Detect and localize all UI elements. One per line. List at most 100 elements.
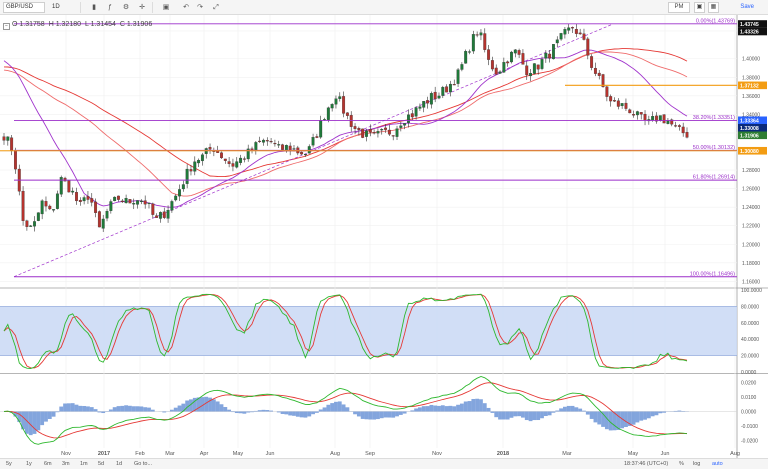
chart-area[interactable]: 0.00%(1.43769) 38.20%(1.33351) 50.00%(1.30…: [0, 15, 768, 458]
candles-icon[interactable]: ▮: [92, 4, 96, 11]
candle: [197, 158, 201, 167]
macd-histogram-bar: [540, 411, 544, 419]
crosshair-icon[interactable]: ✛: [139, 4, 145, 11]
candle-body: [632, 114, 636, 116]
candle-body: [307, 146, 311, 154]
ohlc-high: H 1.32180: [48, 21, 82, 28]
macd-histogram-bar: [356, 411, 361, 417]
candle-body: [239, 157, 243, 163]
candle: [55, 190, 59, 210]
candle: [395, 125, 399, 141]
candle-body: [662, 114, 666, 124]
range-1d[interactable]: 1d: [116, 461, 123, 467]
candle-body: [246, 148, 250, 160]
candle: [315, 133, 319, 139]
candle-body: [94, 201, 98, 213]
trend-line: [13, 24, 613, 278]
candle: [368, 124, 372, 137]
range-6m[interactable]: 6m: [44, 461, 52, 467]
candle-body: [105, 210, 109, 219]
redo-icon[interactable]: ↷: [197, 4, 203, 11]
auto-toggle[interactable]: auto: [712, 461, 723, 467]
candle-body: [655, 115, 658, 122]
candle-body: [174, 195, 178, 201]
candle: [29, 224, 33, 227]
candle: [483, 28, 487, 53]
undo-icon[interactable]: ↶: [183, 4, 189, 11]
candle-body: [48, 205, 52, 210]
candle-body: [13, 149, 17, 170]
macd-histogram-bar: [513, 411, 518, 417]
macd-histogram-bar: [601, 411, 605, 427]
range-1m[interactable]: 1m: [80, 461, 88, 467]
settings-icon[interactable]: ⚙: [122, 4, 130, 11]
candle: [552, 44, 555, 60]
time-tick-label: Jun: [266, 451, 275, 457]
macd-histogram-bar: [196, 397, 201, 412]
candle-body: [414, 107, 418, 117]
candle-body: [254, 142, 258, 151]
candle-body: [101, 218, 105, 229]
macd-histogram-bar: [307, 411, 312, 417]
camera-icon[interactable]: ▣: [162, 4, 170, 11]
chart-type-icon[interactable]: ▣: [694, 2, 705, 13]
log-toggle[interactable]: log: [693, 461, 701, 467]
candle: [555, 36, 559, 48]
macd-histogram-bar: [253, 410, 258, 412]
candle-body: [597, 72, 601, 76]
layout-select[interactable]: PM: [668, 2, 690, 13]
candle-body: [303, 153, 307, 156]
price-tag-bg: [738, 81, 767, 90]
candle: [246, 144, 250, 162]
candle-body: [536, 64, 540, 70]
stoch-tick-label: 0.0000: [741, 370, 757, 376]
macd-histogram-bar: [624, 411, 628, 427]
range-3m[interactable]: 3m: [62, 461, 70, 467]
candle: [571, 26, 574, 33]
candle: [311, 133, 315, 148]
macd-histogram-bar: [28, 411, 33, 436]
candle-body: [6, 136, 10, 141]
indicators-icon[interactable]: ƒ: [108, 4, 112, 11]
candle: [590, 54, 594, 71]
collapse-icon[interactable]: −: [3, 23, 10, 30]
candle-body: [59, 177, 63, 195]
candle-body: [471, 34, 475, 52]
goto-button[interactable]: Go to...: [134, 461, 153, 467]
macd-histogram-bar: [437, 405, 441, 412]
candle-body: [208, 146, 212, 150]
candle-body: [578, 32, 582, 35]
candle: [426, 96, 429, 109]
price-axis[interactable]: 1.430001.400001.380001.360001.340001.320…: [738, 20, 767, 445]
macd-histogram-bar: [440, 405, 445, 412]
macd-histogram-bar: [89, 407, 94, 412]
candle: [220, 151, 223, 159]
macd-histogram-bar: [177, 405, 182, 412]
fib-label: 100.00%(1.16496): [690, 271, 735, 277]
percent-toggle[interactable]: %: [679, 461, 684, 467]
candle: [307, 144, 311, 154]
time-axis[interactable]: Nov 2017 Feb Mar Apr May Jun Aug Sep Nov 2018 Mar Ma…: [61, 451, 740, 457]
save-button[interactable]: Save: [740, 4, 754, 10]
range-1y[interactable]: 1y: [26, 461, 32, 467]
macd-histogram-bar: [353, 411, 357, 415]
candle: [429, 91, 433, 109]
candle-body: [483, 33, 487, 50]
time-tick-label: Jun: [661, 451, 670, 457]
candle-body: [433, 91, 437, 100]
candle-body: [418, 106, 422, 109]
candle: [529, 68, 533, 82]
macd-histogram-bar: [398, 411, 403, 415]
range-5d[interactable]: 5d: [98, 461, 105, 467]
layout-grid-icon[interactable]: ▦: [708, 2, 719, 13]
macd-histogram-bar: [334, 401, 338, 412]
symbol-input[interactable]: GBP/USD: [3, 2, 45, 13]
range-5y[interactable]: 5y: [6, 461, 12, 467]
macd-histogram-bar: [421, 406, 426, 412]
interval-select[interactable]: 1D: [52, 4, 60, 10]
candle-body: [571, 27, 574, 29]
candle-body: [75, 192, 78, 202]
candle-body: [258, 140, 262, 142]
candle: [330, 103, 334, 112]
fullscreen-icon[interactable]: ⤢: [213, 4, 219, 11]
